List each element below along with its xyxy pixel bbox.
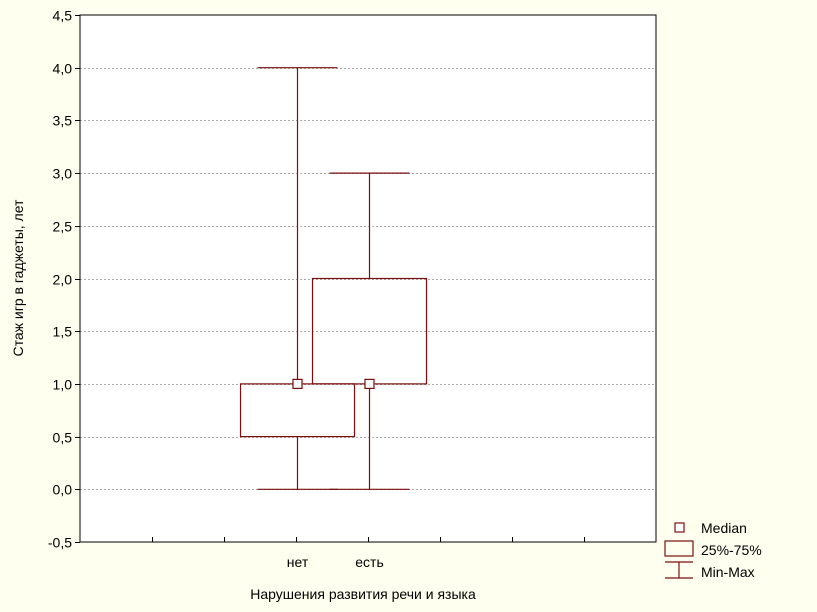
median-marker: [292, 378, 303, 389]
x-tick-label: нет: [287, 554, 309, 570]
legend-minmax-icon: [665, 561, 693, 579]
y-tick-label: 0,5: [53, 430, 73, 446]
y-tick-label: 4,0: [53, 61, 73, 77]
median-marker: [364, 378, 375, 389]
box-net: [239, 67, 356, 490]
y-axis-label: Стаж игр в гаджеты, лет: [10, 199, 26, 357]
y-tick-label: 2,0: [53, 272, 73, 288]
legend-box-label: 25%-75%: [701, 542, 762, 558]
y-tick-label: 3,0: [53, 166, 73, 182]
y-tick-label: -0,5: [48, 535, 72, 551]
y-tick-label: 0,0: [53, 482, 73, 498]
legend-box-icon: [664, 540, 694, 557]
y-tick-label: 1,0: [53, 377, 73, 393]
box-est: [311, 172, 428, 490]
x-tick-label: есть: [355, 554, 384, 570]
y-tick-label: 2,5: [53, 219, 73, 235]
legend-minmax-label: Min-Max: [701, 564, 755, 580]
y-tick-label: 3,5: [53, 113, 73, 129]
y-tick-label: 1,5: [53, 324, 73, 340]
boxes-layer: [239, 67, 428, 490]
legend: Median 25%-75% Min-Max: [664, 520, 762, 580]
x-axis-label: Нарушения развития речи и языка: [250, 586, 476, 602]
axes-layer: -0,5 0,0 0,5 1,0 1,5 2,0 2,5 3,0 3,5 4,0 4,5 нет ест…: [48, 8, 585, 570]
legend-median-label: Median: [701, 520, 747, 536]
legend-median-icon: [674, 522, 685, 533]
y-tick-label: 4,5: [53, 8, 73, 24]
